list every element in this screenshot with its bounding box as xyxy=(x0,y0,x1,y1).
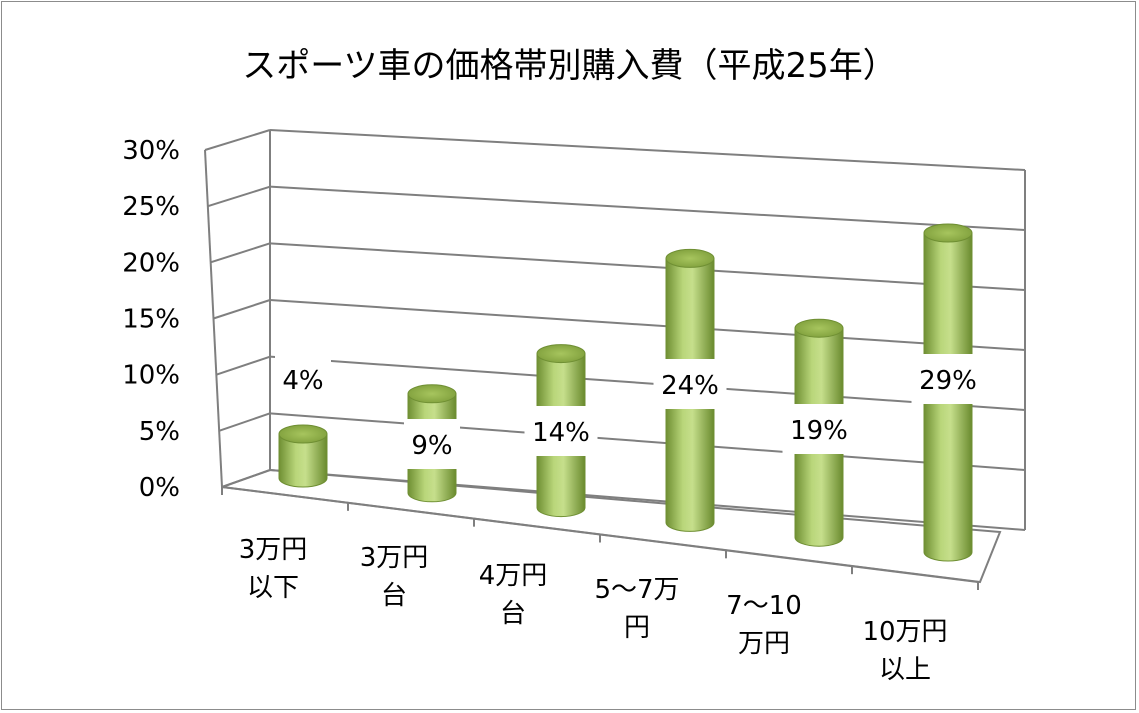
data-label-box xyxy=(404,419,460,469)
gridline-side xyxy=(210,242,271,264)
labels-layer: 0% 5% 10% 15% 20% 25% 30% 4% 9% 14% 24% 19% 29% 3万円以下… xyxy=(122,136,985,685)
bar-cap xyxy=(407,384,457,404)
x-tick-label: 4万円台 xyxy=(479,561,548,629)
chart-title: スポーツ車の価格帯別購入費（平成25年） xyxy=(242,46,897,86)
data-label: 19% xyxy=(790,416,848,446)
y-tick-label: 20% xyxy=(122,248,180,278)
data-label: 4% xyxy=(282,366,323,396)
data-label-box xyxy=(782,404,856,454)
x-tick-label: 7～10 万円 xyxy=(726,591,802,659)
y-tick-label: 0% xyxy=(139,473,180,503)
y-tick-label: 5% xyxy=(139,417,180,447)
gridline-back xyxy=(269,242,1026,291)
bar-cap xyxy=(923,223,973,243)
y-tick-label: 15% xyxy=(122,305,180,335)
data-label-box xyxy=(524,406,598,456)
y-tick-label: 10% xyxy=(122,361,180,391)
floor-plane xyxy=(221,468,1002,584)
gridline-side xyxy=(204,129,271,151)
data-label-box xyxy=(653,359,727,409)
gridline-back xyxy=(269,299,1026,351)
x-tick-label: 5～7万円 xyxy=(594,575,679,643)
bar-cap xyxy=(536,344,586,364)
y-tick-label: 30% xyxy=(122,136,180,166)
bar-body xyxy=(278,433,328,488)
bar-cap xyxy=(278,424,328,444)
gridline-side xyxy=(218,412,271,432)
x-tick-label: 10万円以上 xyxy=(862,617,947,685)
gridline-back xyxy=(269,355,1026,411)
gridline-back xyxy=(269,412,1026,471)
x-tick-label: 3万円以下 xyxy=(239,535,308,603)
bar-1 xyxy=(278,424,328,488)
bar-cap xyxy=(665,248,715,268)
axes-layer xyxy=(204,129,1026,590)
x-tick-label: 3万円台 xyxy=(360,543,429,611)
data-label-box xyxy=(275,354,331,404)
data-label-box xyxy=(911,354,985,404)
data-label: 24% xyxy=(661,371,719,401)
gridline-back xyxy=(269,185,1026,231)
data-label: 14% xyxy=(532,418,590,448)
y-tick-label: 25% xyxy=(122,192,180,222)
bars-layer xyxy=(278,223,973,562)
gridline-side xyxy=(207,185,271,208)
gridline-side xyxy=(216,355,271,376)
bar-cap xyxy=(794,318,844,338)
gridline-back xyxy=(269,129,1026,171)
data-label: 29% xyxy=(919,366,977,396)
data-label: 9% xyxy=(411,431,452,461)
gridline-side xyxy=(213,299,271,320)
